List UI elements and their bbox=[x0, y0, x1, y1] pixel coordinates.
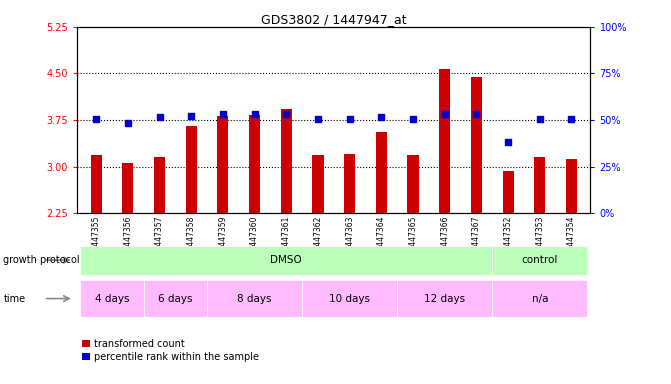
Text: n/a: n/a bbox=[531, 293, 548, 304]
Point bbox=[186, 113, 197, 119]
Point bbox=[249, 111, 260, 118]
Bar bbox=[313, 156, 323, 213]
Bar bbox=[493, 280, 587, 317]
Bar bbox=[186, 126, 197, 213]
Text: 12 days: 12 days bbox=[424, 293, 465, 304]
Point bbox=[503, 139, 513, 145]
Text: 8 days: 8 days bbox=[238, 293, 272, 304]
Bar bbox=[249, 115, 260, 213]
Bar bbox=[376, 132, 387, 213]
Bar bbox=[91, 156, 102, 213]
Point bbox=[313, 116, 323, 122]
Bar bbox=[493, 246, 587, 275]
Legend: transformed count, percentile rank within the sample: transformed count, percentile rank withi… bbox=[82, 339, 259, 362]
Text: 6 days: 6 days bbox=[158, 293, 193, 304]
Bar bbox=[534, 157, 546, 213]
Point bbox=[123, 120, 134, 126]
Bar bbox=[471, 76, 482, 213]
Title: GDS3802 / 1447947_at: GDS3802 / 1447947_at bbox=[261, 13, 407, 26]
Point bbox=[281, 111, 292, 118]
Text: control: control bbox=[521, 255, 558, 265]
Text: growth protocol: growth protocol bbox=[3, 255, 80, 265]
Bar bbox=[154, 157, 165, 213]
Text: time: time bbox=[3, 293, 25, 304]
Bar bbox=[207, 280, 302, 317]
Text: DMSO: DMSO bbox=[270, 255, 302, 265]
Bar bbox=[344, 154, 355, 213]
Point bbox=[344, 116, 355, 122]
Point bbox=[217, 111, 228, 118]
Bar bbox=[503, 171, 513, 213]
Bar bbox=[280, 109, 292, 213]
Point bbox=[376, 114, 386, 120]
Point bbox=[471, 111, 482, 118]
Bar bbox=[122, 164, 134, 213]
Bar bbox=[81, 246, 493, 275]
Bar bbox=[81, 280, 144, 317]
Point bbox=[408, 116, 419, 122]
Bar bbox=[302, 280, 397, 317]
Text: 10 days: 10 days bbox=[329, 293, 370, 304]
Bar bbox=[217, 116, 228, 213]
Bar bbox=[440, 69, 450, 213]
Point bbox=[91, 116, 101, 122]
Point bbox=[534, 116, 545, 122]
Bar bbox=[407, 156, 419, 213]
Bar bbox=[397, 280, 493, 317]
Point bbox=[566, 116, 577, 122]
Point bbox=[154, 114, 165, 120]
Point bbox=[440, 111, 450, 118]
Bar bbox=[144, 280, 207, 317]
Bar bbox=[566, 159, 577, 213]
Text: 4 days: 4 days bbox=[95, 293, 130, 304]
